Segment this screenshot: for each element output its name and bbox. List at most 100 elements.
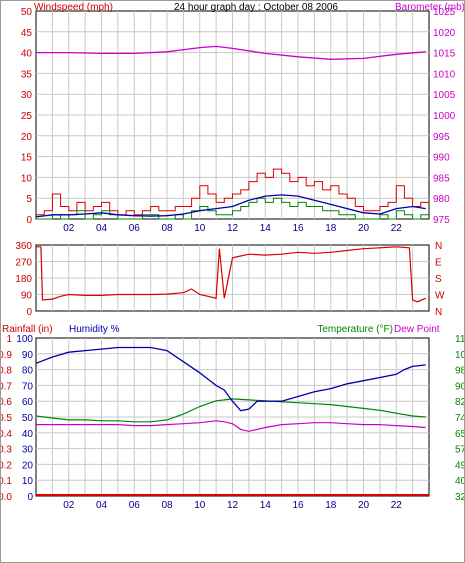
wind-y-tick-label: 20 <box>21 132 33 143</box>
humidity-temp-x-tick-label: 12 <box>227 500 239 511</box>
baro-y-tick-label: 1010 <box>433 69 456 80</box>
temperature-series <box>35 398 426 423</box>
humidity-y-tick-label: 40 <box>22 429 34 440</box>
humidity-temp-x-tick-label: 02 <box>63 500 75 511</box>
wind-avg-series <box>35 194 426 218</box>
direction-y-tick-label: 270 <box>15 258 32 269</box>
rain-y-tick-label: 0.3 <box>1 445 12 456</box>
humidity-temp-x-tick-label: 04 <box>96 500 108 511</box>
baro-axis-title: Barometer (mb) <box>395 2 465 13</box>
wind-y-tick-label: 45 <box>21 28 33 39</box>
wind-baro-x-tick-label: 12 <box>227 223 239 234</box>
temp-y-tick-label: 90 <box>455 381 465 392</box>
rain-y-tick-label: 0.0 <box>1 492 12 503</box>
wind-y-tick-label: 5 <box>26 194 32 205</box>
direction-compass-label: N <box>435 307 442 318</box>
temp-y-tick-label: 57 <box>455 445 465 456</box>
temp-y-tick-label: 115 <box>455 334 465 345</box>
wind-baro-x-tick-label: 10 <box>194 223 206 234</box>
baro-y-tick-label: 975 <box>433 215 450 226</box>
barometer-series <box>36 45 426 60</box>
rain-y-tick-label: 0.5 <box>1 413 12 424</box>
rain-axis-title: Rainfall (in) <box>2 324 53 335</box>
humidity-y-tick-label: 10 <box>22 476 34 487</box>
temp-y-tick-label: 32 <box>455 492 465 503</box>
rain-y-tick-label: 0.8 <box>1 366 12 377</box>
wind-baro-x-tick-label: 02 <box>63 223 75 234</box>
temp-axis-title: Temperature (°F) <box>317 324 393 335</box>
wind-baro-x-tick-label: 16 <box>292 223 304 234</box>
humidity-y-tick-label: 90 <box>22 350 34 361</box>
wind-baro-x-tick-label: 18 <box>325 223 337 234</box>
wind-axis-title: Windspeed (mph) <box>34 2 113 13</box>
wind-baro-x-tick-label: 04 <box>96 223 108 234</box>
humidity-temp-x-tick-label: 06 <box>129 500 141 511</box>
wind-y-tick-label: 15 <box>21 153 33 164</box>
wind-y-tick-label: 50 <box>21 7 33 18</box>
baro-y-tick-label: 995 <box>433 132 450 143</box>
wind-baro-x-tick-label: 22 <box>391 223 403 234</box>
direction-compass-label: W <box>435 291 445 302</box>
temp-y-tick-label: 65 <box>455 429 465 440</box>
humidity-temp-x-tick-label: 22 <box>391 500 403 511</box>
rain-y-tick-label: 0.6 <box>1 397 12 408</box>
wind-y-tick-label: 30 <box>21 90 33 101</box>
rain-y-tick-label: 0.4 <box>1 429 12 440</box>
humidity-y-tick-label: 30 <box>22 445 34 456</box>
humidity-temp-x-tick-label: 08 <box>161 500 173 511</box>
humidity-temp-x-tick-label: 16 <box>292 500 304 511</box>
baro-y-tick-label: 985 <box>433 173 450 184</box>
direction-y-tick-label: 180 <box>15 274 32 285</box>
humidity-series <box>35 346 426 412</box>
wind-y-tick-label: 40 <box>21 49 33 60</box>
direction-y-tick-label: 360 <box>15 241 32 252</box>
wind-max-series <box>36 168 429 216</box>
wind-y-tick-label: 35 <box>21 69 33 80</box>
rain-y-tick-label: 0.7 <box>1 381 12 392</box>
temp-y-tick-label: 40 <box>455 476 465 487</box>
temp-y-tick-label: 74 <box>455 413 465 424</box>
temp-y-tick-label: 107 <box>455 350 465 361</box>
humidity-y-tick-label: 70 <box>22 381 34 392</box>
temp-y-tick-label: 98 <box>455 366 465 377</box>
humidity-temp-x-tick-label: 18 <box>325 500 337 511</box>
baro-y-tick-label: 980 <box>433 194 450 205</box>
wind-y-tick-label: 25 <box>21 111 33 122</box>
baro-y-tick-label: 1020 <box>433 28 456 39</box>
direction-compass-label: S <box>435 274 442 285</box>
direction-compass-label: N <box>435 241 442 252</box>
humidity-temp-x-tick-label: 10 <box>194 500 206 511</box>
humidity-y-tick-label: 20 <box>22 460 34 471</box>
direction-y-tick-label: 90 <box>21 291 33 302</box>
humidity-y-tick-label: 50 <box>22 413 34 424</box>
humidity-y-tick-label: 60 <box>22 397 34 408</box>
wind-y-tick-label: 10 <box>21 173 33 184</box>
temp-y-tick-label: 82 <box>455 397 465 408</box>
wind-baro-x-tick-label: 20 <box>358 223 370 234</box>
humidity-y-tick-label: 100 <box>16 334 33 345</box>
wind-baro-x-tick-label: 14 <box>260 223 272 234</box>
graph-title: 24 hour graph day : October 08 2006 <box>174 2 338 13</box>
rain-y-tick-label: 0.1 <box>1 476 12 487</box>
humidity-y-tick-label: 0 <box>27 492 33 503</box>
rain-y-tick-label: 1 <box>6 334 12 345</box>
direction-series <box>36 246 426 303</box>
wind-baro-x-tick-label: 06 <box>129 223 141 234</box>
wind-baro-x-tick-label: 08 <box>161 223 173 234</box>
baro-y-tick-label: 1005 <box>433 90 456 101</box>
baro-y-tick-label: 1015 <box>433 49 456 60</box>
baro-y-tick-label: 1025 <box>433 7 456 18</box>
baro-y-tick-label: 990 <box>433 153 450 164</box>
wind-y-tick-label: 0 <box>26 215 32 226</box>
dewpoint-series <box>36 420 426 432</box>
baro-y-tick-label: 1000 <box>433 111 456 122</box>
direction-y-tick-label: 0 <box>26 307 32 318</box>
temp-y-tick-label: 49 <box>455 460 465 471</box>
humidity-temp-x-tick-label: 14 <box>260 500 272 511</box>
direction-compass-label: E <box>435 258 442 269</box>
humidity-axis-title: Humidity % <box>69 324 120 335</box>
rain-y-tick-label: 0.9 <box>1 350 12 361</box>
humidity-temp-x-tick-label: 20 <box>358 500 370 511</box>
